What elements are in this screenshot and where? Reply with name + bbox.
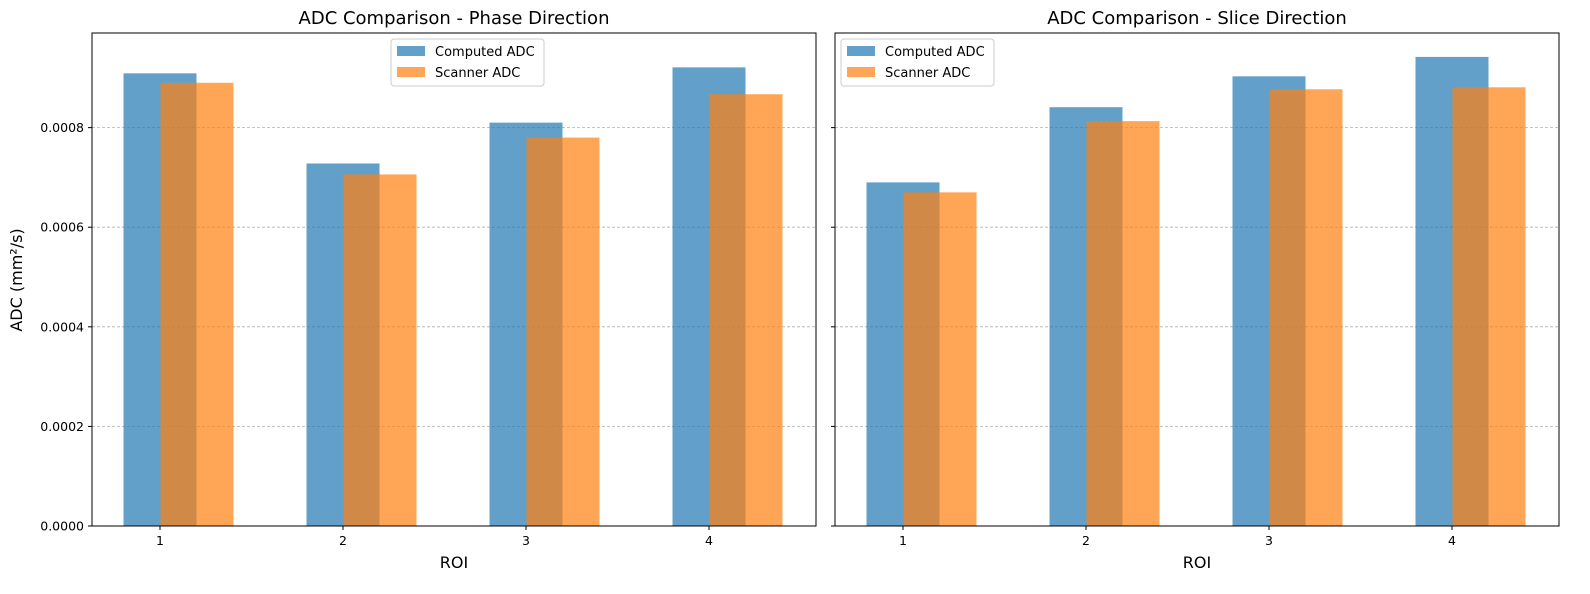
legend-label: Computed ADC [885, 45, 985, 60]
chart-title: ADC Comparison - Slice Direction [1047, 8, 1347, 29]
x-tick-label: 3 [1265, 533, 1273, 548]
chart-panel-2: 1 2 3 4 ADC Comparison - Slice Direction ROI C… [831, 8, 1560, 572]
bar-scanner-roi-3 [1269, 89, 1343, 526]
legend: Computed ADC Scanner ADC [840, 38, 995, 87]
x-tick-label: 2 [339, 533, 347, 548]
x-tick-label: 4 [1448, 533, 1456, 548]
legend-label: Computed ADC [435, 45, 535, 60]
legend-box [840, 38, 995, 87]
legend-swatch [847, 67, 875, 77]
y-tick-label: 0.0008 [40, 120, 84, 135]
legend-box [390, 38, 545, 87]
plot-frame [834, 32, 1560, 527]
x-tick-label: 1 [899, 533, 907, 548]
bar-scanner-roi-1 [160, 82, 234, 527]
chart-panel-1: 0.0000 0.0002 0.0004 0.0006 0.0008 1 2 3 4 ADC Co… [40, 8, 817, 572]
plot-frame [91, 32, 817, 527]
legend-label: Scanner ADC [435, 66, 520, 81]
legend-swatch [397, 46, 425, 56]
legend-swatch [397, 67, 425, 77]
legend-label: Scanner ADC [885, 66, 970, 81]
bar-scanner-roi-1 [903, 192, 977, 527]
bar-scanner-roi-3 [526, 137, 600, 527]
y-tick-label: 0.0000 [40, 519, 84, 534]
bar-scanner-roi-2 [1086, 121, 1160, 526]
x-tick-label: 4 [705, 533, 713, 548]
y-tick-label: 0.0004 [40, 319, 84, 334]
legend: Computed ADC Scanner ADC [390, 38, 545, 87]
x-tick-label: 3 [522, 533, 530, 548]
legend-swatch [847, 46, 875, 56]
bar-scanner-roi-4 [1452, 87, 1526, 527]
y-axis-label: ADC (mm²/s) [7, 228, 26, 331]
x-tick-label: 2 [1082, 533, 1090, 548]
bar-scanner-roi-2 [343, 174, 417, 526]
y-tick-label: 0.0006 [40, 220, 84, 235]
x-axis-label: ROI [440, 553, 468, 572]
x-axis-label: ROI [1183, 553, 1211, 572]
y-tick-label: 0.0002 [40, 419, 84, 434]
chart-title: ADC Comparison - Phase Direction [299, 8, 610, 29]
x-tick-label: 1 [156, 533, 164, 548]
bar-scanner-roi-4 [709, 94, 783, 526]
